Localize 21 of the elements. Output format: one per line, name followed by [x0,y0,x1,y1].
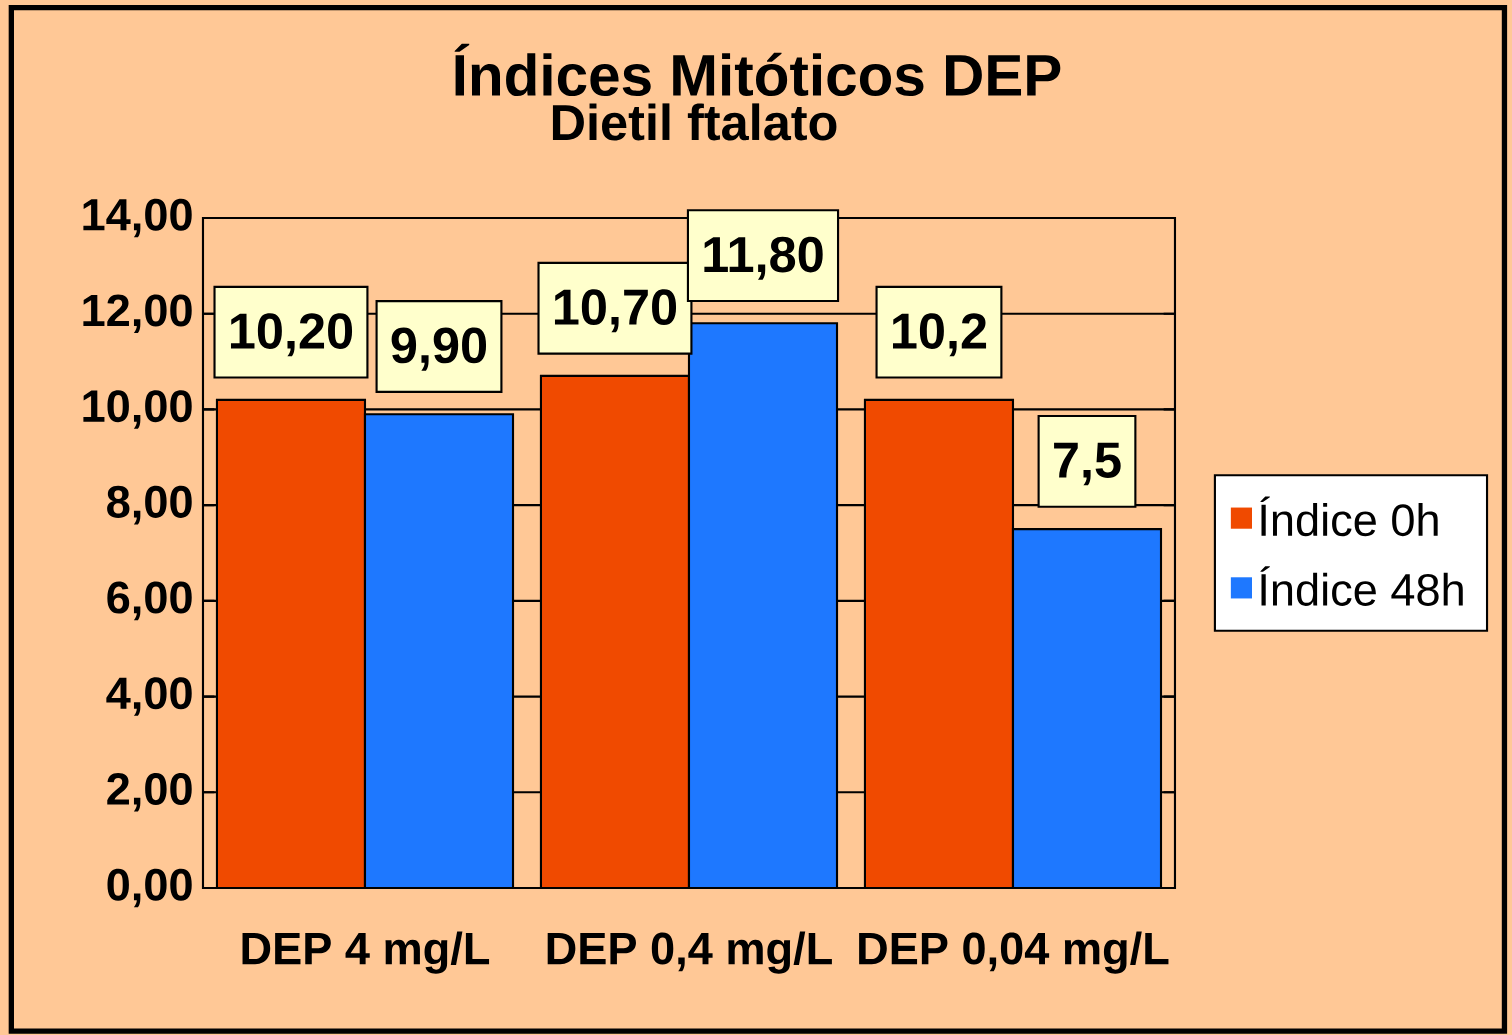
y-tick-label: 14,00 [83,198,192,238]
x-tick-label: DEP 4 mg/L [242,931,490,974]
x-tick-label: DEP 0,04 mg/L [859,931,1169,974]
y-tick-label: 8,00 [107,485,192,525]
y-tick-label: 12,00 [83,294,192,334]
chart-title: Índices Mitóticos DEP [454,43,1061,97]
legend-label: Índice 0h [1260,496,1438,537]
x-tick-label: DEP 0,4 mg/L [547,931,832,974]
legend-label: Índice 48h [1260,566,1463,606]
data-label: 10,70 [554,289,677,333]
y-tick-label: 4,00 [106,677,192,716]
data-label: 9,90 [391,327,487,371]
y-tick-label: 6,00 [107,581,192,621]
y-tick-label: 10,00 [83,390,192,429]
data-label: 7,5 [1054,442,1121,486]
y-tick-label: 0,00 [107,868,192,908]
y-tick-label: 2,00 [107,773,192,812]
data-label: 11,80 [704,236,823,280]
data-label: 10,20 [230,313,353,357]
chart-subtitle: Dietil ftalato [552,103,837,141]
data-label: 10,2 [893,313,987,357]
